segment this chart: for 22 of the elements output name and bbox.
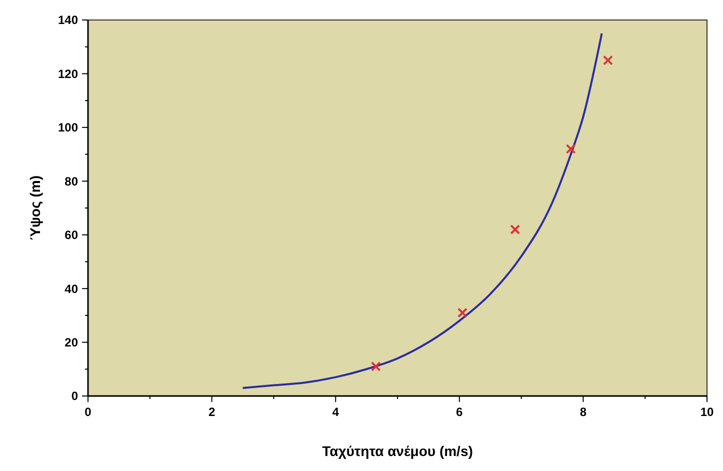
y-tick-label: 60 bbox=[64, 228, 78, 242]
x-tick-label: 8 bbox=[580, 405, 587, 419]
y-tick-label: 140 bbox=[58, 13, 78, 28]
y-tick-label: 100 bbox=[58, 120, 78, 135]
line-series bbox=[242, 32, 603, 389]
point bbox=[457, 308, 468, 318]
y-tick-label: 40 bbox=[64, 282, 78, 296]
y-tick-label: 0 bbox=[71, 389, 78, 404]
point bbox=[566, 144, 576, 154]
x-tick-label: 4 bbox=[332, 405, 340, 419]
x-tick-label: 0 bbox=[84, 405, 92, 419]
x-axis-title: Ταχύτητα ανέμου (m/s) bbox=[322, 443, 473, 459]
point bbox=[370, 361, 381, 372]
x-tick-label: 2 bbox=[208, 405, 216, 419]
x-tick-label: 6 bbox=[456, 405, 464, 419]
y-tick-label: 80 bbox=[64, 174, 78, 188]
point bbox=[510, 224, 520, 234]
point bbox=[602, 55, 613, 66]
y-tick-label: 120 bbox=[58, 66, 78, 81]
y-tick-label: 20 bbox=[64, 335, 78, 350]
x-tick-label: 10 bbox=[700, 405, 714, 419]
y-axis-title: Ύψος (m) bbox=[27, 175, 43, 241]
